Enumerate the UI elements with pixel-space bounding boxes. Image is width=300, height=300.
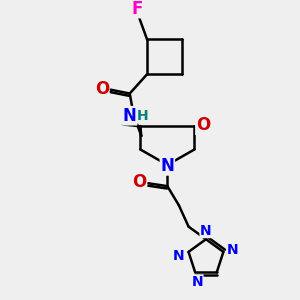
Text: N: N <box>123 107 137 125</box>
Text: N: N <box>227 243 239 257</box>
Text: O: O <box>94 80 109 98</box>
Text: O: O <box>196 116 210 134</box>
Text: O: O <box>132 173 146 191</box>
Text: H: H <box>136 109 148 123</box>
Text: N: N <box>191 275 203 289</box>
Text: N: N <box>160 157 174 175</box>
Text: N: N <box>173 249 185 263</box>
Text: N: N <box>200 224 212 238</box>
Text: F: F <box>132 0 143 18</box>
